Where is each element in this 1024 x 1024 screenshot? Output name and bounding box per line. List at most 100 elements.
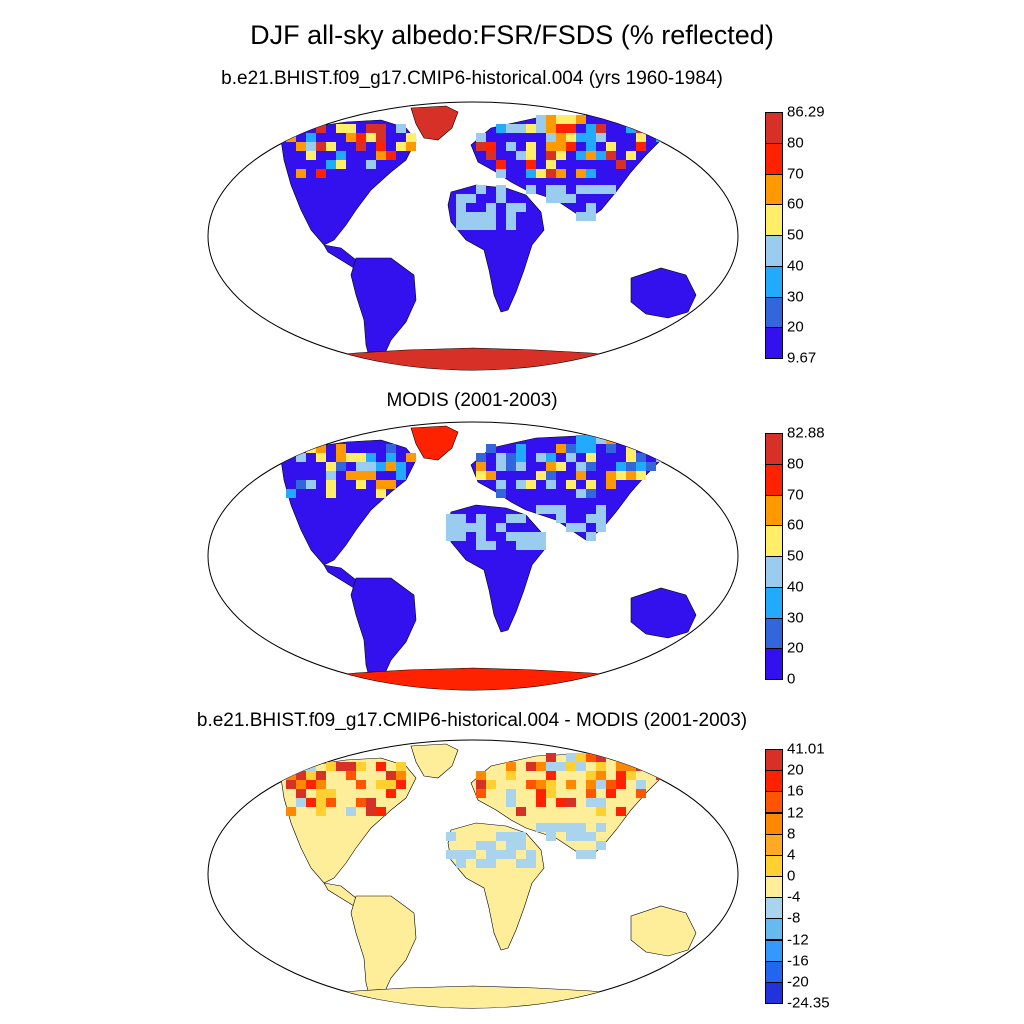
map-grid-cell (316, 142, 326, 151)
map-grid-cell (496, 462, 506, 471)
map-grid-cell (556, 151, 566, 160)
colorbar-tick-label: 70 (787, 165, 804, 182)
map-grid-cell (616, 471, 626, 480)
map-grid-cell (626, 471, 636, 480)
colorbar-swatch (765, 296, 783, 329)
map-grid-cell (536, 124, 546, 133)
map-grid-cell (566, 832, 576, 841)
map-grid-cell (586, 169, 596, 178)
colorbar-tick-label: 86.29 (787, 103, 825, 121)
map-grid-cell (446, 523, 456, 532)
map-grid-cell (286, 771, 296, 780)
figure-title: DJF all-sky albedo:FSR/FSDS (% reflected… (250, 20, 774, 50)
colorbar-swatch (765, 854, 783, 877)
map-grid-cell (366, 462, 376, 471)
colorbar-tick-label: -20 (787, 973, 809, 991)
map-grid-cell (576, 823, 586, 832)
map-grid-cell (476, 453, 486, 462)
map-grid-cell (486, 142, 496, 151)
map-grid-cell (596, 523, 606, 532)
panel-3-map (207, 739, 739, 1009)
map-grid-cell (346, 771, 356, 780)
map-grid-cell (546, 480, 556, 489)
map-grid-cell (526, 541, 536, 550)
map-grid-cell (506, 221, 516, 230)
map-grid-cell (626, 453, 636, 462)
map-grid-cell (566, 194, 576, 203)
map-grid-cell (606, 471, 616, 480)
map-grid-cell (576, 444, 586, 453)
map-grid-cell (566, 823, 576, 832)
map-grid-cell (656, 453, 666, 462)
colorbar-swatch (765, 749, 783, 772)
map-grid-cell (546, 832, 556, 841)
map-grid-cell (606, 480, 616, 489)
map-grid-cell (606, 780, 616, 789)
map-grid-cell (396, 471, 406, 480)
map-grid-cell (506, 850, 516, 859)
colorbar-swatch (765, 204, 783, 236)
map-grid-cell (576, 151, 586, 160)
map-grid-cell (516, 124, 526, 133)
colorbar-swatch (765, 525, 783, 557)
map-grid-cell (506, 212, 516, 221)
map-grid-cell (596, 841, 606, 850)
map-grid-cell (286, 780, 296, 789)
map-grid-cell (586, 780, 596, 789)
map-grid-cell (576, 471, 586, 480)
colorbar-tick-label: 9.67 (787, 349, 817, 367)
continent-north-america (280, 757, 417, 884)
map-grid-cell (636, 142, 646, 151)
map-grid-cell (596, 185, 606, 194)
map-grid-cell (586, 480, 596, 489)
colorbar-tick-label: 30 (787, 288, 804, 305)
map-grid-cell (396, 124, 406, 133)
map-grid-cell (636, 780, 646, 789)
map-grid-cell (486, 780, 496, 789)
continent-greenland (410, 105, 459, 141)
map-grid-cell (626, 762, 636, 771)
map-grid-cell (536, 798, 546, 807)
map-grid-cell (476, 514, 486, 523)
map-grid-cell (556, 185, 566, 194)
map-grid-cell (336, 160, 346, 169)
map-grid-cell (636, 762, 646, 771)
map-grid-cell (476, 789, 486, 798)
colorbar-swatch (765, 556, 783, 588)
map-grid-cell (366, 160, 376, 169)
colorbar-swatch (765, 960, 783, 983)
map-grid-cell (486, 541, 496, 550)
map-grid-cell (506, 453, 516, 462)
continent-australia (630, 267, 697, 319)
continent-greenland (410, 425, 459, 461)
map-grid-cell (306, 798, 316, 807)
map-grid-cell (596, 807, 606, 816)
map-grid-cell (526, 160, 536, 169)
colorbar-swatch (765, 327, 783, 359)
map-grid-cell (366, 124, 376, 133)
map-grid-cell (506, 142, 516, 151)
colorbar-swatch (765, 812, 783, 835)
map-grid-cell (586, 532, 596, 541)
map-grid-cell (496, 185, 506, 194)
map-grid-cell (596, 771, 606, 780)
map-grid-cell (506, 203, 516, 212)
colorbar-tick-label: 80 (787, 455, 804, 473)
map-grid-cell (556, 798, 566, 807)
map-grid-cell (596, 435, 606, 444)
map-grid-cell (346, 453, 356, 462)
colorbar-swatch (765, 617, 783, 650)
map-grid-cell (646, 462, 656, 471)
map-grid-cell (296, 142, 306, 151)
map-grid-cell (346, 471, 356, 480)
map-grid-cell (556, 194, 566, 203)
map-grid-cell (326, 762, 336, 771)
colorbar-swatch (765, 918, 783, 941)
map-grid-cell (516, 832, 526, 841)
map-grid-cell (336, 762, 346, 771)
map-grid-cell (586, 489, 596, 498)
map-grid-cell (326, 471, 336, 480)
map-grid-cell (636, 133, 646, 142)
map-grid-cell (546, 115, 556, 124)
map-grid-cell (596, 780, 606, 789)
